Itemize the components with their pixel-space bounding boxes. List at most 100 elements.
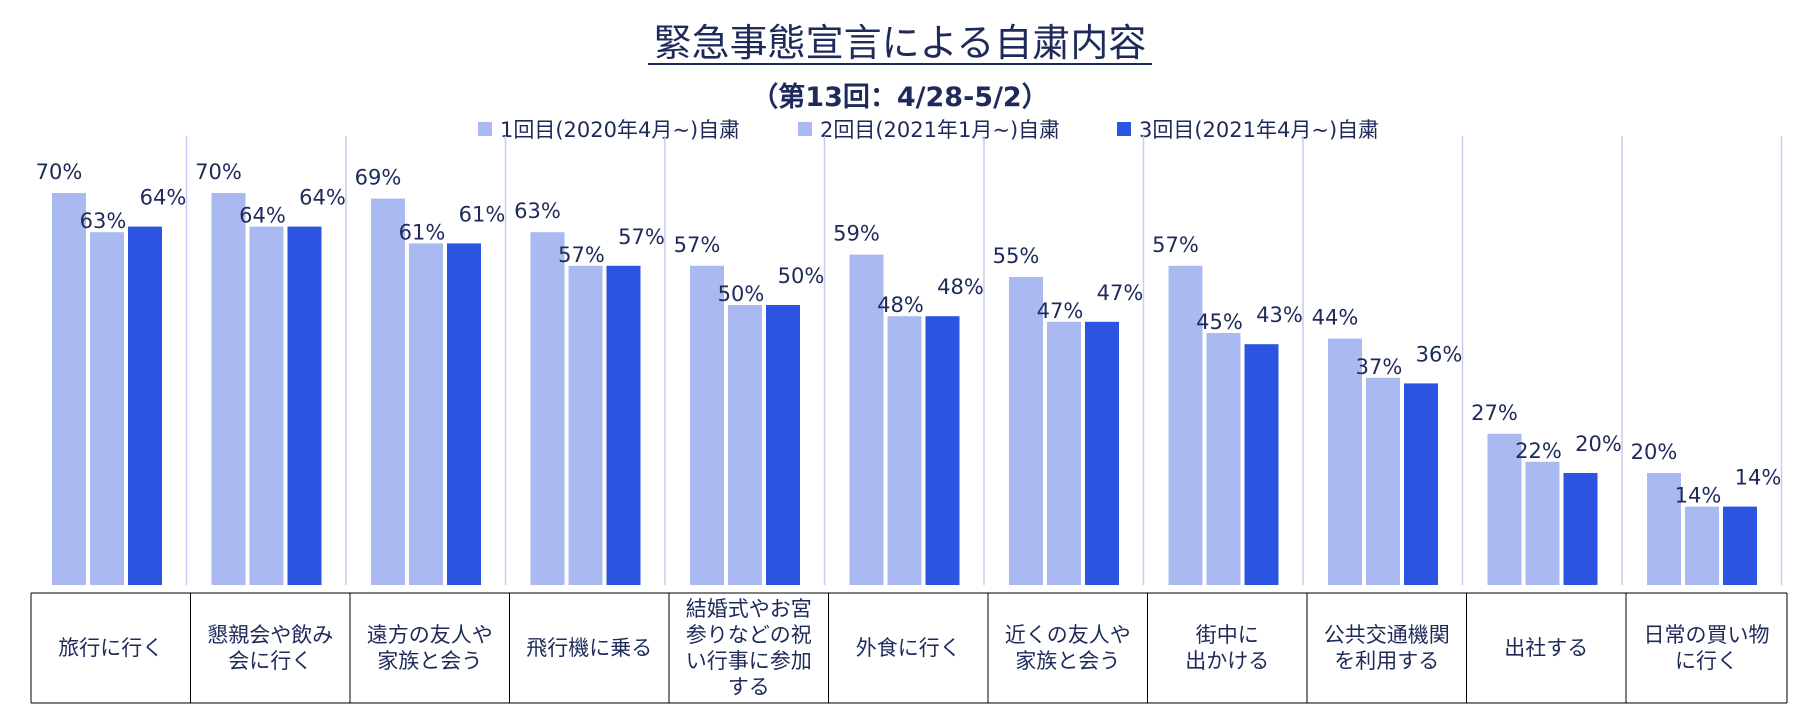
bar-1-series-1 [52, 193, 86, 585]
value-label-4-1: 63% [514, 199, 561, 223]
legend-swatch-2 [798, 122, 812, 136]
bar-5-series-1 [690, 265, 724, 585]
category-label-line: 家族と会う [1015, 649, 1120, 673]
bar-6-series-2 [887, 316, 922, 585]
category-label-10: 出社する [1504, 636, 1588, 660]
value-label-4-3: 57% [618, 225, 665, 249]
bar-11-series-2 [1685, 506, 1719, 585]
value-label-11-1: 20% [1631, 440, 1678, 464]
category-label-11: 日常の買い物に行く [1644, 623, 1770, 673]
bar-2-series-3 [287, 226, 322, 585]
category-label-7: 近くの友人や家族と会う [1005, 623, 1131, 673]
value-label-2-3: 64% [299, 186, 346, 210]
category-label-line: 遠方の友人や [367, 623, 493, 647]
category-label-line: する [728, 675, 770, 699]
value-label-7-2: 47% [1037, 299, 1084, 323]
category-label-line: 結婚式やお宮 [686, 597, 812, 621]
value-label-4-2: 57% [558, 243, 605, 267]
bar-10-series-1 [1487, 433, 1522, 585]
legend-label-1: 1回目(2020年4月~)自粛 [500, 118, 740, 142]
bar-4-series-2 [568, 265, 603, 585]
bar-3-series-3 [447, 243, 481, 585]
bar-2-series-2 [249, 226, 284, 585]
category-label-2: 懇親会や飲み会に行く [207, 623, 333, 673]
bar-6-series-1 [849, 254, 884, 585]
value-label-9-2: 37% [1356, 355, 1403, 379]
legend: 1回目(2020年4月~)自粛 2回目(2021年1月~)自粛 3回目(2021年4… [478, 118, 1379, 142]
legend-swatch-1 [478, 122, 492, 136]
value-label-10-1: 27% [1471, 401, 1518, 425]
bar-5-series-3 [766, 305, 800, 585]
value-label-1-1: 70% [36, 160, 83, 184]
legend-label-2: 2回目(2021年1月~)自粛 [820, 118, 1060, 142]
bar-4-series-3 [606, 265, 641, 585]
value-label-5-2: 50% [718, 282, 765, 306]
chart-subtitle: （第13回：4/28-5/2） [751, 81, 1048, 113]
bar-7-series-1 [1009, 277, 1043, 585]
bar-8-series-1 [1168, 265, 1203, 585]
category-label-line: 懇親会や飲み [207, 623, 333, 647]
value-label-6-2: 48% [877, 293, 924, 317]
bar-1-series-3 [128, 226, 162, 585]
value-label-2-1: 70% [195, 160, 242, 184]
category-label-line: い行事に参加 [686, 649, 812, 673]
category-label-line: 家族と会う [377, 649, 482, 673]
bar-8-series-2 [1206, 333, 1241, 585]
bar-10-series-2 [1525, 461, 1560, 585]
value-label-3-2: 61% [399, 220, 446, 244]
category-label-line: 街中に [1196, 623, 1259, 647]
bar-4-series-1 [530, 232, 565, 585]
value-label-9-1: 44% [1312, 306, 1359, 330]
bar-11-series-1 [1647, 473, 1681, 585]
category-label-line: 出社する [1504, 636, 1588, 660]
value-label-11-2: 14% [1675, 484, 1722, 508]
bar-2-series-1 [211, 193, 246, 585]
bar-7-series-2 [1047, 321, 1081, 585]
value-label-1-3: 64% [140, 186, 187, 210]
value-label-7-1: 55% [993, 244, 1040, 268]
category-label-line: 外食に行く [856, 636, 961, 660]
category-label-line: 参りなどの祝 [686, 623, 812, 647]
chart-title: 緊急事態宣言による自粛内容 [654, 21, 1147, 65]
value-label-6-1: 59% [833, 222, 880, 246]
legend-label-3: 3回目(2021年4月~)自粛 [1139, 118, 1379, 142]
bar-9-series-1 [1328, 338, 1362, 585]
category-label-line: 公共交通機関 [1324, 623, 1450, 647]
category-label-5: 結婚式やお宮参りなどの祝い行事に参加する [686, 597, 812, 699]
category-label-line: 出かける [1185, 649, 1269, 673]
bar-7-series-3 [1085, 321, 1119, 585]
value-label-10-2: 22% [1515, 439, 1562, 463]
value-label-10-3: 20% [1575, 432, 1622, 456]
bar-9-series-2 [1366, 377, 1400, 585]
bar-5-series-2 [728, 305, 762, 585]
value-label-8-3: 43% [1256, 303, 1303, 327]
value-label-8-2: 45% [1196, 310, 1243, 334]
category-label-line: 近くの友人や [1005, 623, 1131, 647]
category-label-line: 日常の買い物 [1644, 623, 1770, 647]
category-label-8: 街中に出かける [1185, 623, 1269, 673]
value-label-1-2: 63% [80, 209, 127, 233]
bar-6-series-3 [925, 316, 960, 585]
value-label-5-3: 50% [778, 264, 825, 288]
bar-1-series-2 [90, 232, 124, 585]
value-label-9-3: 36% [1416, 342, 1463, 366]
category-label-1: 旅行に行く [58, 636, 163, 660]
bar-11-series-3 [1723, 506, 1757, 585]
category-label-6: 外食に行く [856, 636, 961, 660]
category-label-line: 飛行機に乗る [526, 636, 652, 660]
bar-8-series-3 [1244, 344, 1279, 585]
category-label-3: 遠方の友人や家族と会う [367, 623, 493, 673]
value-label-3-1: 69% [355, 166, 402, 190]
value-label-7-3: 47% [1097, 281, 1144, 305]
value-label-8-1: 57% [1152, 233, 1199, 257]
value-label-11-3: 14% [1735, 466, 1782, 490]
bar-3-series-2 [409, 243, 443, 585]
value-label-3-3: 61% [459, 202, 506, 226]
bar-10-series-3 [1563, 473, 1598, 585]
category-label-line: 会に行く [228, 649, 312, 673]
value-label-6-3: 48% [937, 275, 984, 299]
bars [52, 193, 1757, 585]
category-label-4: 飛行機に乗る [526, 636, 652, 660]
bar-3-series-1 [371, 198, 405, 585]
